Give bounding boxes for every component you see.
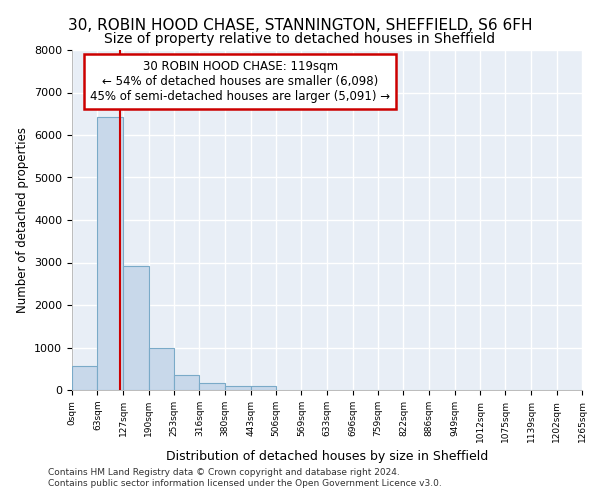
- Text: Size of property relative to detached houses in Sheffield: Size of property relative to detached ho…: [104, 32, 496, 46]
- Bar: [97, 116, 123, 390]
- Bar: [149, 348, 174, 390]
- Y-axis label: Number of detached properties: Number of detached properties: [16, 127, 29, 313]
- Text: 30 ROBIN HOOD CHASE: 119sqm
← 54% of detached houses are smaller (6,098)
45% of : 30 ROBIN HOOD CHASE: 119sqm ← 54% of det…: [90, 60, 391, 103]
- Bar: [123, 266, 149, 390]
- Bar: [174, 374, 199, 390]
- Text: 30, ROBIN HOOD CHASE, STANNINGTON, SHEFFIELD, S6 6FH: 30, ROBIN HOOD CHASE, STANNINGTON, SHEFF…: [68, 18, 532, 32]
- X-axis label: Distribution of detached houses by size in Sheffield: Distribution of detached houses by size …: [166, 450, 488, 463]
- Bar: [199, 383, 225, 390]
- Text: Contains HM Land Registry data © Crown copyright and database right 2024.
Contai: Contains HM Land Registry data © Crown c…: [48, 468, 442, 487]
- Bar: [225, 386, 251, 390]
- Bar: [72, 366, 97, 390]
- Bar: [251, 386, 276, 390]
